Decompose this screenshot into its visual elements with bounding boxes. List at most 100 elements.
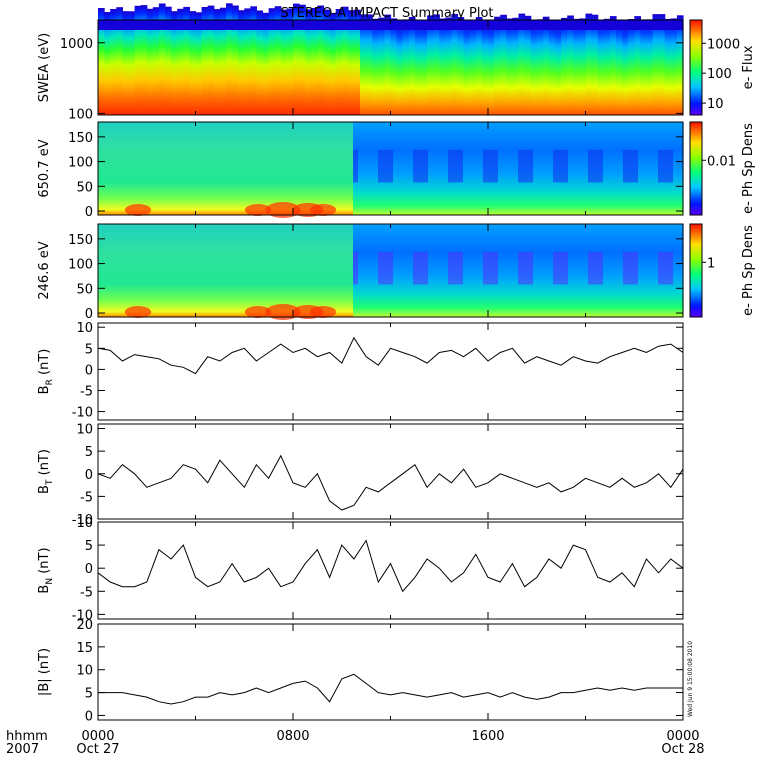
pad-column: [513, 122, 519, 215]
pad-dip: [528, 149, 534, 183]
swea-column: [280, 9, 288, 116]
pad-column: [298, 224, 304, 317]
swea-column: [664, 18, 672, 115]
y-axis-label: |B| (nT): [37, 648, 52, 696]
pad-dip: [453, 251, 459, 285]
pad-column: [173, 122, 179, 215]
pad-dip: [593, 149, 599, 183]
colorbar-tick-label: 1: [707, 256, 715, 271]
pad-column: [233, 224, 239, 317]
x-corner-top: hhmm: [6, 729, 48, 744]
swea-column: [488, 21, 495, 115]
pad-column: [128, 122, 134, 215]
swea-heatmap: [98, 3, 684, 116]
pad-column: [128, 224, 134, 317]
pad-column: [298, 122, 304, 215]
pad-dip: [423, 251, 429, 285]
pad-column: [103, 122, 109, 215]
pad-dip: [598, 149, 604, 183]
pad-dip: [518, 251, 524, 285]
y-tick-label: 150: [68, 233, 93, 248]
x-corner-bottom: 2007: [6, 742, 39, 757]
pad-column: [188, 122, 194, 215]
pad-column: [548, 122, 554, 215]
pad-column: [363, 122, 369, 215]
pad-dip: [418, 251, 424, 285]
swea-column: [524, 15, 532, 115]
swea-column: [250, 6, 257, 115]
pad-dip: [588, 251, 594, 285]
pad-column: [603, 224, 609, 317]
pad-hotspot: [124, 306, 152, 318]
swea-column: [469, 19, 477, 115]
y-tick-label: -5: [80, 585, 93, 600]
pad-column: [398, 224, 404, 317]
pad-column: [218, 122, 224, 215]
swea-column: [226, 3, 233, 115]
pad-column: [533, 122, 539, 215]
swea-column: [305, 9, 312, 115]
y-tick-label: 0: [85, 709, 93, 724]
swea-column: [670, 18, 678, 115]
swea-column: [152, 7, 160, 116]
pad-column: [513, 224, 519, 317]
pad-dip: [558, 251, 564, 285]
pad-column: [248, 122, 254, 215]
swea-column: [268, 8, 276, 116]
swea-column: [396, 22, 404, 115]
pad-column: [508, 122, 514, 215]
pad-column: [373, 224, 379, 317]
pad-column: [238, 224, 244, 317]
swea-column: [536, 19, 544, 115]
pad-column: [178, 122, 184, 215]
pad-column: [113, 122, 119, 215]
pad-dip: [423, 149, 429, 183]
pad-column: [223, 224, 229, 317]
pad-dip: [628, 149, 634, 183]
pad-dip: [483, 149, 489, 183]
swea-column: [658, 14, 666, 116]
y-tick-label: 10: [76, 664, 93, 679]
pad-dip: [553, 149, 559, 183]
pad-column: [398, 122, 404, 215]
y-tick-label: -10: [72, 513, 93, 528]
swea-column: [506, 18, 513, 115]
swea-column: [347, 10, 355, 116]
swea-column: [475, 17, 483, 115]
pad-column: [148, 224, 154, 317]
pad-column: [308, 122, 314, 215]
swea-column: [402, 19, 410, 115]
pad-column: [273, 122, 279, 215]
pad-column: [343, 122, 349, 215]
pad-column: [258, 224, 264, 317]
panel-frame: [97, 322, 684, 421]
colorbar: [689, 223, 703, 318]
pad-dip: [448, 149, 454, 183]
pad-hotspot: [265, 304, 301, 320]
pad-column: [328, 122, 334, 215]
y-axis-label: BR (nT): [37, 349, 55, 395]
pad-dip: [628, 251, 634, 285]
swea-column: [597, 19, 605, 115]
pad-dip: [493, 251, 499, 285]
swea-column: [244, 8, 251, 115]
pad-column: [223, 122, 229, 215]
pad-hotspot: [309, 204, 337, 216]
pad-column: [578, 224, 584, 317]
swea-column: [274, 6, 282, 116]
swea-column: [433, 14, 440, 115]
pad-column: [673, 224, 679, 317]
swea-column: [603, 18, 611, 115]
pad-column: [253, 122, 259, 215]
panel-swea: 100 1000 SWEA (eV) 1000 100 10 e- Flux: [37, 19, 756, 122]
y-tick-label: 10: [76, 516, 93, 531]
swea-column: [262, 12, 270, 115]
pad-column: [313, 122, 319, 215]
pad-column: [328, 224, 334, 317]
y-axis-label: 246.6 eV: [37, 241, 52, 299]
pad-column: [308, 224, 314, 317]
pad-dip: [353, 149, 359, 183]
swea-column: [104, 12, 111, 115]
swea-column: [128, 11, 136, 115]
